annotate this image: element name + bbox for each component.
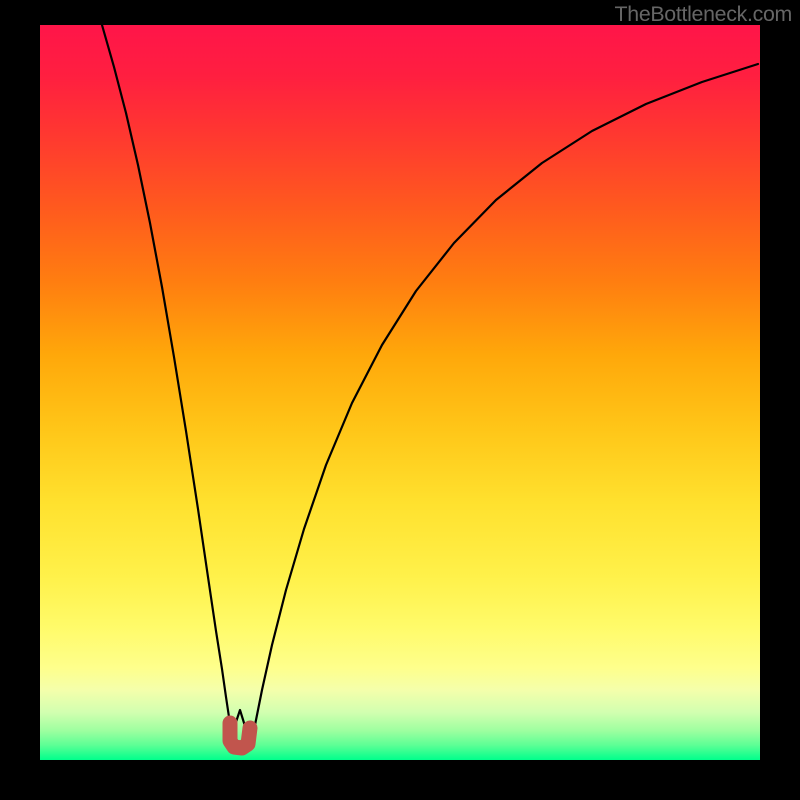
watermark-text: TheBottleneck.com: [615, 2, 792, 27]
gradient-plot-area: [40, 25, 760, 760]
chart-stage: TheBottleneck.com: [0, 0, 800, 800]
bottleneck-chart-svg: [0, 0, 800, 800]
